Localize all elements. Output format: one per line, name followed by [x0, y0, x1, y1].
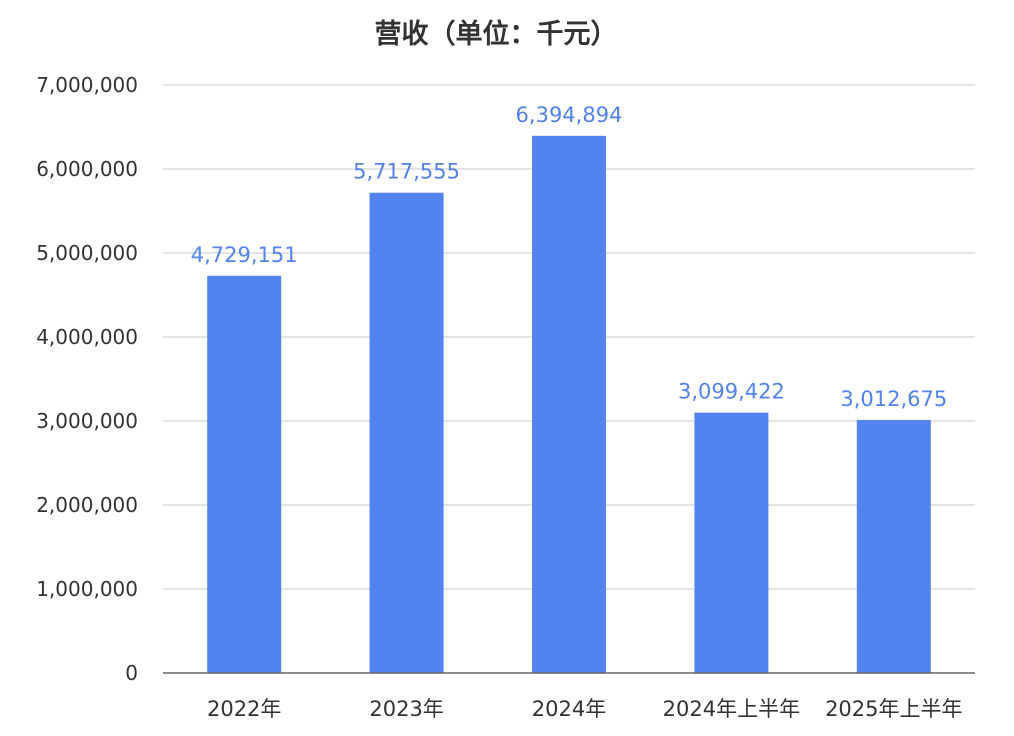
x-tick-label: 2025年上半年 — [825, 697, 962, 721]
bar — [369, 192, 444, 673]
data-labels: 4,729,151 5,717,555 6,394,894 3,099,422 3,01… — [191, 103, 947, 411]
x-tick-label: 2024年 — [532, 697, 606, 721]
bars — [207, 135, 931, 673]
y-tick-label: 6,000,000 — [36, 157, 138, 181]
x-tick-label: 2022年 — [207, 697, 281, 721]
y-tick-label: 4,000,000 — [36, 325, 138, 349]
data-label: 3,012,675 — [840, 387, 947, 411]
y-tick-label: 0 — [125, 661, 138, 685]
x-tick-label: 2023年 — [369, 697, 443, 721]
bar — [207, 275, 282, 673]
data-label: 3,099,422 — [678, 380, 785, 404]
bar — [532, 135, 606, 673]
x-axis-ticks: 2022年 2023年 2024年 2024年上半年 2025年上半年 — [207, 697, 963, 721]
y-axis-ticks: 0 1,000,000 2,000,000 3,000,000 4,000,000 5,0… — [36, 73, 138, 685]
x-tick-label: 2024年上半年 — [663, 697, 800, 721]
bar — [694, 412, 769, 673]
bar — [856, 419, 931, 673]
chart-title: 营收（单位：千元） — [375, 18, 618, 50]
y-tick-label: 3,000,000 — [36, 409, 138, 433]
y-tick-label: 2,000,000 — [36, 493, 138, 517]
data-label: 6,394,894 — [516, 103, 623, 127]
y-tick-label: 7,000,000 — [36, 73, 138, 97]
data-label: 5,717,555 — [353, 160, 460, 184]
y-tick-label: 1,000,000 — [36, 577, 138, 601]
y-tick-label: 5,000,000 — [36, 241, 138, 265]
data-label: 4,729,151 — [191, 243, 298, 267]
